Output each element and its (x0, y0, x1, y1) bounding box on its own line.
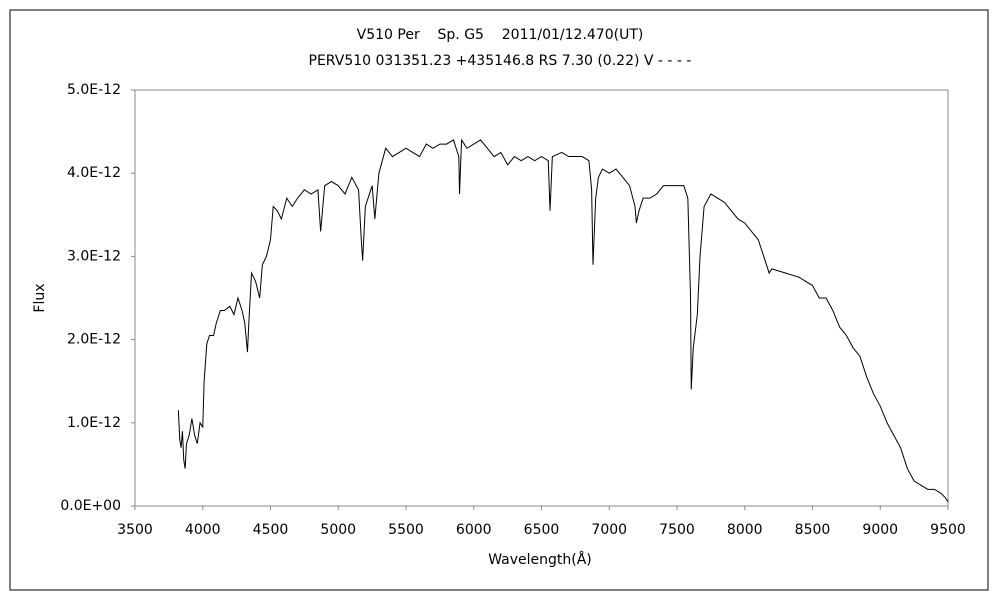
x-tick-label: 7000 (591, 522, 627, 538)
y-tick-label: 2.0E-12 (67, 332, 121, 348)
x-tick-label: 7500 (659, 522, 695, 538)
x-tick-label: 4500 (253, 522, 289, 538)
y-tick-label: 3.0E-12 (67, 248, 121, 264)
x-tick-label: 5000 (320, 522, 356, 538)
x-tick-label: 9000 (862, 522, 898, 538)
x-tick-label: 5500 (388, 522, 424, 538)
x-tick-label: 9500 (930, 522, 966, 538)
x-tick-label: 8500 (795, 522, 831, 538)
x-axis-label: Wavelength(Å) (488, 551, 592, 568)
chart-title: V510 Per Sp. G5 2011/01/12.470(UT) (357, 27, 644, 43)
y-tick-label: 1.0E-12 (67, 415, 121, 431)
x-tick-label: 6500 (524, 522, 560, 538)
y-tick-label: 4.0E-12 (67, 165, 121, 181)
x-tick-label: 6000 (456, 522, 492, 538)
chart-subtitle: PERV510 031351.23 +435146.8 RS 7.30 (0.2… (309, 53, 692, 69)
x-tick-label: 8000 (727, 522, 763, 538)
chart-frame (9, 9, 989, 591)
x-tick-label: 4000 (185, 522, 221, 538)
y-axis-label: Flux (32, 283, 48, 312)
y-tick-label: 5.0E-12 (67, 82, 121, 98)
y-tick-label: 0.0E+00 (60, 498, 121, 514)
x-tick-label: 3500 (117, 522, 153, 538)
spectrum-line (177, 138, 949, 503)
